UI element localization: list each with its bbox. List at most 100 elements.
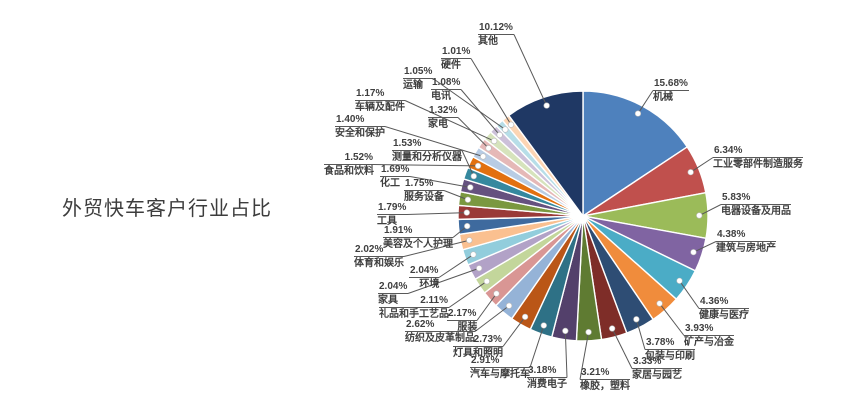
leader-line (529, 325, 545, 368)
leader-dot (463, 209, 470, 216)
slice-label: 2.62% 纺织及皮革制品 (405, 318, 475, 345)
slice-name: 机械 (653, 92, 673, 103)
leader-dot (505, 302, 513, 309)
leader-line (403, 239, 470, 257)
leader-line (406, 212, 467, 215)
slice-percent: 2.73% (453, 333, 503, 347)
leader-line (407, 267, 480, 294)
slice-label: 1.79% 工具 (377, 201, 408, 228)
slice-label: 3.18% 消费电子 (527, 364, 567, 391)
leader-line (502, 316, 526, 347)
slice-percent: 1.75% (404, 177, 444, 191)
slice-name: 消费电子 (527, 379, 567, 390)
leader-line (443, 190, 469, 201)
slice-label: 1.75% 服务设备 (404, 177, 444, 204)
leader-line (476, 293, 497, 321)
slice-name: 其他 (478, 36, 498, 47)
slice-name: 硬件 (441, 60, 461, 71)
slice-percent: 3.18% (527, 364, 567, 378)
leader-line (513, 34, 548, 106)
leader-dot (467, 184, 474, 191)
slice-label: 3.93% 矿产与冶金 (684, 322, 734, 349)
slice-name: 体育和娱乐 (354, 258, 404, 269)
slice-percent: 10.12% (478, 22, 514, 35)
slice-percent: 2.62% (405, 318, 475, 332)
leader-line (448, 280, 488, 308)
slice-percent: 1.40% (335, 113, 385, 127)
leader-dot (466, 237, 473, 244)
leader-line (564, 330, 568, 378)
leader-line (699, 204, 722, 216)
chart-title: 外贸快车客户行业占比 (62, 198, 272, 220)
slice-label: 2.73% 灯具和照明 (453, 333, 503, 360)
slice-name: 安全和保护 (335, 128, 385, 139)
slice-name: 灯具和照明 (453, 348, 503, 359)
slice-label: 6.34% 工业零部件制造服务 (713, 144, 803, 171)
leader-dot (485, 145, 492, 152)
slice-percent: 6.34% (713, 144, 803, 158)
leader-dot (690, 249, 697, 256)
leader-dot (474, 162, 482, 170)
leader-line (635, 319, 646, 350)
slice-label: 2.91% 汽车与摩托车 (470, 354, 530, 381)
leader-dot (696, 212, 703, 219)
leader-dot (609, 325, 616, 332)
slice-percent: 1.05% (403, 66, 434, 79)
leader-dot (464, 223, 471, 230)
leader-line (637, 90, 654, 114)
leader-line (457, 117, 489, 149)
slice-name: 运输 (403, 80, 423, 91)
leader-dot (543, 102, 550, 109)
leader-dot (476, 265, 483, 272)
leader-line (470, 58, 512, 125)
slice-percent: 1.17% (355, 87, 405, 101)
slice-name: 纺织及皮革制品 (405, 333, 475, 344)
leader-dot (540, 322, 547, 329)
leader-dot (470, 251, 477, 258)
leader-line (693, 241, 717, 253)
leader-line (384, 126, 484, 157)
leader-line (679, 280, 700, 309)
slice-name: 包装与印刷 (645, 351, 695, 362)
slice-percent: 1.53% (392, 137, 462, 151)
slice-percent: 3.78% (645, 336, 695, 350)
slice-label: 1.69% 化工 (380, 163, 411, 190)
slice-name: 矿产与冶金 (684, 337, 734, 348)
slice-name: 家电 (428, 119, 448, 130)
leader-line (432, 78, 506, 130)
slice-percent: 1.01% (441, 46, 472, 59)
leader-line (690, 157, 714, 173)
pie-slice-0 (582, 90, 689, 218)
slice-label: 2.17% 服装 (447, 307, 478, 334)
slice-label: 1.40% 安全和保护 (335, 113, 385, 140)
leader-dot (676, 277, 683, 284)
leader-dot (496, 131, 503, 139)
slice-label: 1.32% 家电 (428, 104, 459, 131)
slice-label: 1.17% 车辆及配件 (355, 87, 405, 114)
slice-name: 电讯 (431, 91, 451, 102)
slice-name: 车辆及配件 (355, 102, 405, 113)
slice-label: 5.83% 电器设备及用品 (721, 191, 791, 218)
leader-dot (522, 313, 529, 320)
slice-name: 服务设备 (404, 192, 444, 203)
slice-label: 2.04% 环境 (409, 264, 440, 291)
slice-label: 1.52% 食品和饮料 (324, 151, 374, 178)
slice-label: 2.11% 礼品和手工艺品 (379, 294, 449, 321)
leader-dot (687, 169, 694, 176)
leader-dot (464, 196, 471, 203)
slice-percent: 5.83% (721, 191, 791, 205)
slice-percent: 1.91% (383, 224, 453, 238)
slice-name: 电器设备及用品 (721, 206, 791, 217)
slice-label: 4.36% 健康与医疗 (699, 295, 749, 322)
slice-name: 服装 (457, 322, 478, 333)
slice-label: 2.02% 体育和娱乐 (354, 243, 404, 270)
slice-name: 美容及个人护理 (383, 239, 453, 250)
slice-name: 环境 (419, 279, 440, 290)
slice-name: 建筑与房地产 (716, 243, 776, 254)
leader-dot (502, 126, 509, 133)
leader-dot (493, 290, 500, 297)
leader-dot (562, 327, 569, 334)
slice-label: 1.01% 硬件 (441, 45, 472, 72)
leader-line (373, 164, 479, 167)
slice-name: 工具 (377, 216, 397, 227)
